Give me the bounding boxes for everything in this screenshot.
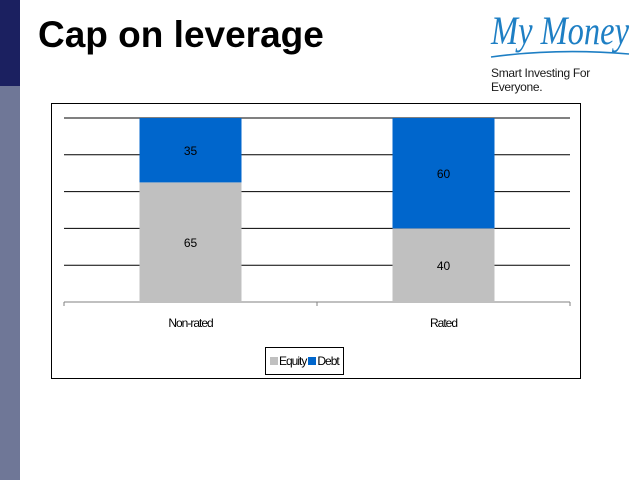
legend-label-debt: Debt: [317, 354, 339, 368]
logo-tagline: Smart Investing For Everyone.: [491, 66, 591, 94]
bar-equity-1: [392, 228, 495, 302]
data-label: 60: [437, 167, 451, 181]
bar-debt-0: [139, 118, 242, 183]
category-label: Rated: [430, 316, 457, 330]
bar-debt-1: [392, 118, 495, 229]
bar-equity-0: [139, 182, 242, 302]
legend-label-equity: Equity: [279, 354, 307, 368]
legend-swatch-debt: [308, 357, 317, 365]
data-label: 40: [437, 259, 451, 273]
slide-title: Cap on leverage: [38, 14, 324, 55]
chart-frame: 65 35 Non-rated 40 60 Rated Equity Debt: [51, 103, 581, 379]
data-label: 35: [184, 144, 198, 158]
chart-legend: Equity Debt: [265, 347, 344, 375]
legend-swatch-equity: [270, 357, 278, 365]
legend-item-debt: Debt: [308, 354, 340, 368]
sidebar-accent-bottom: [0, 86, 20, 480]
legend-item-equity: Equity: [270, 354, 307, 368]
sidebar-accent-top: [0, 0, 20, 86]
category-label: Non-rated: [168, 316, 213, 330]
my-money-logo: My Money: [490, 8, 629, 58]
stacked-bar-chart: 65 35 Non-rated 40 60 Rated: [63, 117, 571, 330]
data-label: 65: [184, 236, 198, 250]
logo-text: My Money: [490, 8, 629, 53]
